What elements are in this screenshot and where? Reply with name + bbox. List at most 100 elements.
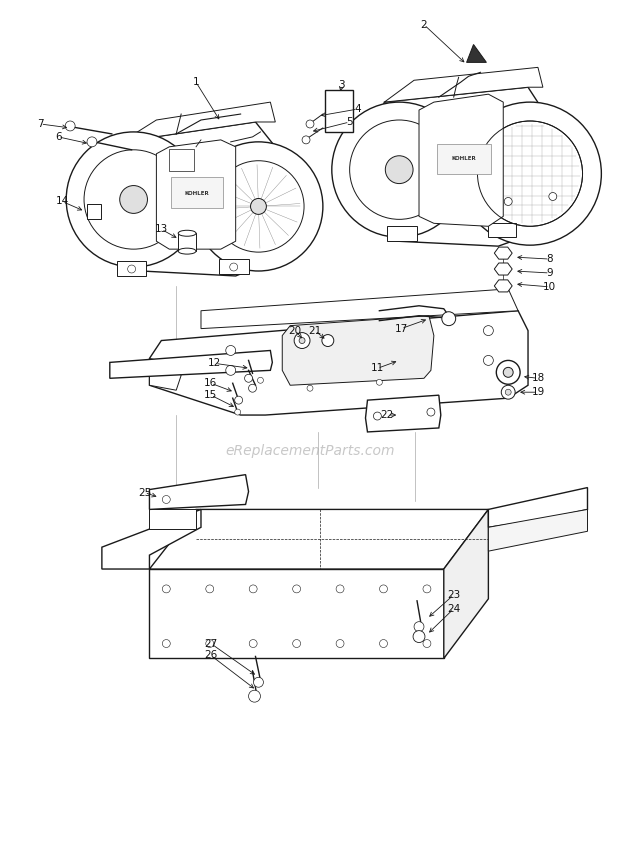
Polygon shape bbox=[102, 510, 201, 569]
Polygon shape bbox=[467, 45, 487, 62]
Circle shape bbox=[336, 640, 344, 647]
Circle shape bbox=[293, 640, 301, 647]
Polygon shape bbox=[378, 87, 546, 246]
Circle shape bbox=[294, 333, 310, 349]
Bar bbox=[388, 226, 417, 241]
Circle shape bbox=[257, 377, 264, 383]
Circle shape bbox=[376, 379, 383, 385]
Circle shape bbox=[307, 385, 313, 392]
Text: 20: 20 bbox=[288, 326, 302, 336]
Text: 15: 15 bbox=[204, 390, 218, 400]
Circle shape bbox=[350, 120, 449, 219]
Circle shape bbox=[206, 585, 214, 592]
Polygon shape bbox=[87, 204, 101, 219]
Text: 4: 4 bbox=[354, 104, 361, 114]
Polygon shape bbox=[149, 510, 196, 529]
Circle shape bbox=[504, 197, 512, 205]
Text: 27: 27 bbox=[204, 639, 218, 648]
Circle shape bbox=[459, 102, 601, 245]
Circle shape bbox=[235, 409, 241, 415]
Text: 7: 7 bbox=[37, 119, 44, 129]
Circle shape bbox=[502, 385, 515, 399]
Circle shape bbox=[249, 384, 257, 392]
Polygon shape bbox=[110, 350, 272, 378]
Bar bbox=[437, 143, 492, 174]
Bar bbox=[219, 259, 249, 274]
Text: KOHLER: KOHLER bbox=[185, 191, 210, 196]
Polygon shape bbox=[489, 510, 588, 551]
Text: 17: 17 bbox=[394, 323, 408, 333]
Circle shape bbox=[254, 677, 264, 687]
Polygon shape bbox=[489, 488, 588, 528]
Text: 6: 6 bbox=[55, 132, 61, 142]
Circle shape bbox=[302, 136, 310, 143]
Circle shape bbox=[427, 408, 435, 416]
Text: 24: 24 bbox=[447, 603, 460, 614]
Polygon shape bbox=[110, 122, 280, 276]
Circle shape bbox=[423, 640, 431, 647]
Polygon shape bbox=[122, 102, 275, 142]
Circle shape bbox=[484, 355, 494, 365]
Polygon shape bbox=[149, 569, 444, 658]
Circle shape bbox=[293, 585, 301, 592]
Text: 26: 26 bbox=[204, 651, 218, 661]
Bar bbox=[325, 90, 353, 132]
Text: 19: 19 bbox=[531, 387, 544, 398]
Circle shape bbox=[503, 367, 513, 377]
Circle shape bbox=[477, 121, 583, 226]
Circle shape bbox=[423, 585, 431, 592]
Circle shape bbox=[249, 585, 257, 592]
Text: 22: 22 bbox=[381, 410, 394, 420]
Text: 21: 21 bbox=[308, 326, 322, 336]
Text: 13: 13 bbox=[155, 225, 168, 235]
Bar bbox=[117, 261, 146, 276]
Text: 11: 11 bbox=[371, 364, 384, 373]
Ellipse shape bbox=[178, 230, 196, 236]
Circle shape bbox=[162, 495, 170, 504]
Polygon shape bbox=[156, 140, 236, 249]
Text: 5: 5 bbox=[347, 117, 353, 127]
Circle shape bbox=[249, 640, 257, 647]
Text: 18: 18 bbox=[531, 373, 544, 383]
Circle shape bbox=[206, 640, 214, 647]
Circle shape bbox=[484, 326, 494, 336]
Circle shape bbox=[505, 389, 511, 395]
Circle shape bbox=[235, 396, 242, 404]
Polygon shape bbox=[149, 474, 249, 510]
Text: 9: 9 bbox=[546, 268, 553, 278]
Circle shape bbox=[379, 640, 388, 647]
Circle shape bbox=[442, 311, 456, 326]
Circle shape bbox=[306, 120, 314, 128]
Circle shape bbox=[414, 622, 424, 631]
Polygon shape bbox=[201, 289, 518, 328]
Polygon shape bbox=[282, 316, 434, 385]
Text: 14: 14 bbox=[56, 197, 69, 207]
Text: 2: 2 bbox=[420, 19, 427, 30]
Polygon shape bbox=[149, 311, 528, 415]
Circle shape bbox=[230, 263, 237, 271]
Text: 1: 1 bbox=[193, 78, 200, 87]
Text: 25: 25 bbox=[138, 488, 151, 497]
Circle shape bbox=[549, 192, 557, 201]
Circle shape bbox=[84, 149, 183, 249]
Circle shape bbox=[65, 121, 75, 131]
Circle shape bbox=[194, 142, 323, 271]
Polygon shape bbox=[444, 510, 489, 658]
Bar bbox=[169, 149, 194, 170]
Polygon shape bbox=[149, 510, 489, 569]
Polygon shape bbox=[494, 280, 512, 292]
Bar bbox=[489, 224, 516, 237]
Bar bbox=[171, 176, 223, 208]
Circle shape bbox=[336, 585, 344, 592]
Circle shape bbox=[226, 345, 236, 355]
Circle shape bbox=[249, 690, 260, 702]
Circle shape bbox=[162, 640, 170, 647]
Circle shape bbox=[497, 360, 520, 384]
Text: 16: 16 bbox=[204, 378, 218, 388]
Circle shape bbox=[87, 137, 97, 147]
Polygon shape bbox=[149, 359, 181, 390]
Text: 12: 12 bbox=[208, 359, 221, 368]
Circle shape bbox=[162, 585, 170, 592]
Ellipse shape bbox=[178, 248, 196, 254]
Circle shape bbox=[245, 375, 252, 382]
